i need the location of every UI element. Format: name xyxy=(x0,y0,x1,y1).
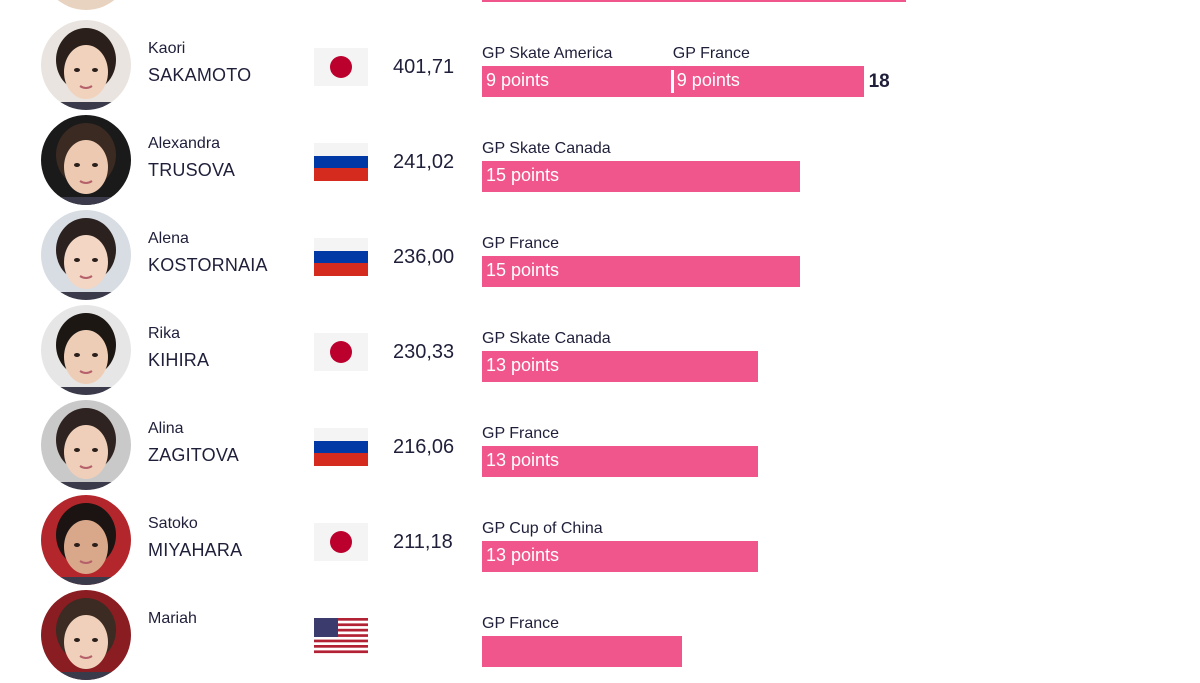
points-bar: 13 points xyxy=(482,446,758,477)
season-best-score: 236,00 xyxy=(393,246,455,268)
segment-divider xyxy=(670,70,674,93)
skater-first-name: Kaori xyxy=(148,40,186,57)
event-label: GP Skate Canada xyxy=(482,140,611,157)
points-label: 13 points xyxy=(486,450,560,470)
russia-flag-icon xyxy=(314,428,368,466)
total-points: 18 xyxy=(868,71,890,92)
avatar xyxy=(41,590,131,680)
usa-flag-icon xyxy=(314,618,368,656)
event-label: GP France xyxy=(672,45,750,62)
points-label: 9 points xyxy=(486,70,550,90)
table-row: Satoko MIYAHARA 211,18 GP Cup of China 13 po… xyxy=(0,493,1200,588)
event-label: GP Skate America xyxy=(482,45,613,62)
russia-flag-icon xyxy=(314,143,368,181)
avatar xyxy=(41,20,131,110)
table-row: Alexandra TRUSOVA 241,02 GP Skate Canada 15 … xyxy=(0,113,1200,208)
event-label: GP France xyxy=(482,615,560,632)
event-label: GP Skate Canada xyxy=(482,330,611,347)
japan-flag-icon xyxy=(314,333,368,371)
avatar xyxy=(41,305,131,395)
table-row: Kaori SAKAMOTO 401,71 GP Skate America 9 poi… xyxy=(0,18,1200,113)
season-best-score: 230,33 xyxy=(393,341,455,363)
points-label: 15 points xyxy=(486,165,560,185)
avatar xyxy=(41,115,131,205)
points-label: 13 points xyxy=(486,545,560,565)
skater-last-name: KOSTORNAIA xyxy=(148,255,268,275)
points-bar xyxy=(482,636,682,667)
points-label: 13 points xyxy=(486,355,560,375)
skater-first-name: Mariah xyxy=(148,610,197,627)
avatar xyxy=(41,0,131,10)
season-best-score: 401,71 xyxy=(393,56,455,78)
table-row: Alena KOSTORNAIA 236,00 GP France 15 points xyxy=(0,208,1200,303)
skater-last-name: MIYAHARA xyxy=(148,540,243,560)
points-bar: 9 points xyxy=(672,66,864,97)
points-bar: 15 points xyxy=(482,256,800,287)
season-best-score: 211,18 xyxy=(393,531,453,553)
skater-first-name: Satoko xyxy=(148,515,198,532)
points-bar xyxy=(482,0,906,2)
season-best-score: 241,02 xyxy=(393,151,455,173)
japan-flag-icon xyxy=(314,48,368,86)
japan-flag-icon xyxy=(314,523,368,561)
table-row: Mariah GP France xyxy=(0,588,1200,683)
points-bar: 9 points xyxy=(482,66,673,97)
avatar xyxy=(41,400,131,490)
skater-first-name: Alexandra xyxy=(148,135,221,152)
points-bar: 15 points xyxy=(482,161,800,192)
event-label: GP Cup of China xyxy=(482,520,603,537)
points-label: 15 points xyxy=(486,260,560,280)
table-row: Rika KIHIRA 230,33 GP Skate Canada 13 points xyxy=(0,303,1200,398)
avatar xyxy=(41,210,131,300)
event-label: GP France xyxy=(482,425,560,442)
points-bar: 13 points xyxy=(482,541,758,572)
points-bar: 13 points xyxy=(482,351,758,382)
skater-last-name: ZAGITOVA xyxy=(148,445,239,465)
skater-first-name: Alina xyxy=(148,420,184,437)
russia-flag-icon xyxy=(314,238,368,276)
skater-first-name: Rika xyxy=(148,325,181,342)
skater-first-name: Alena xyxy=(148,230,189,247)
table-row: Alina ZAGITOVA 216,06 GP France 13 points xyxy=(0,398,1200,493)
avatar xyxy=(41,495,131,585)
skater-last-name: TRUSOVA xyxy=(148,160,236,180)
event-label: GP France xyxy=(482,235,560,252)
season-best-score: 216,06 xyxy=(393,436,455,458)
skater-last-name: SAKAMOTO xyxy=(148,65,252,85)
skater-last-name: KIHIRA xyxy=(148,350,210,370)
points-label: 9 points xyxy=(676,70,740,90)
